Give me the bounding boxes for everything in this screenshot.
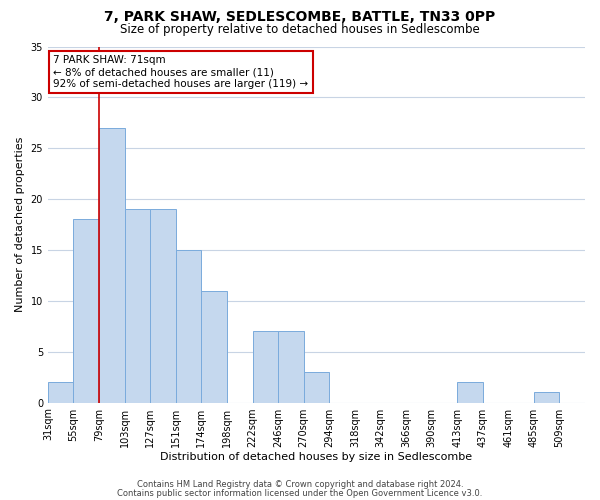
Bar: [99, 128, 125, 402]
Bar: [176, 250, 202, 402]
Bar: [534, 392, 559, 402]
Text: 7 PARK SHAW: 71sqm
← 8% of detached houses are smaller (11)
92% of semi-detached: 7 PARK SHAW: 71sqm ← 8% of detached hous…: [53, 56, 308, 88]
Bar: [304, 372, 329, 402]
X-axis label: Distribution of detached houses by size in Sedlescombe: Distribution of detached houses by size …: [160, 452, 473, 462]
Text: 7, PARK SHAW, SEDLESCOMBE, BATTLE, TN33 0PP: 7, PARK SHAW, SEDLESCOMBE, BATTLE, TN33 …: [104, 10, 496, 24]
Bar: [48, 382, 73, 402]
Bar: [202, 290, 227, 403]
Bar: [253, 332, 278, 402]
Bar: [150, 210, 176, 402]
Y-axis label: Number of detached properties: Number of detached properties: [15, 137, 25, 312]
Bar: [125, 210, 150, 402]
Text: Contains HM Land Registry data © Crown copyright and database right 2024.: Contains HM Land Registry data © Crown c…: [137, 480, 463, 489]
Bar: [73, 220, 99, 402]
Text: Size of property relative to detached houses in Sedlescombe: Size of property relative to detached ho…: [120, 22, 480, 36]
Bar: [457, 382, 482, 402]
Bar: [278, 332, 304, 402]
Text: Contains public sector information licensed under the Open Government Licence v3: Contains public sector information licen…: [118, 488, 482, 498]
